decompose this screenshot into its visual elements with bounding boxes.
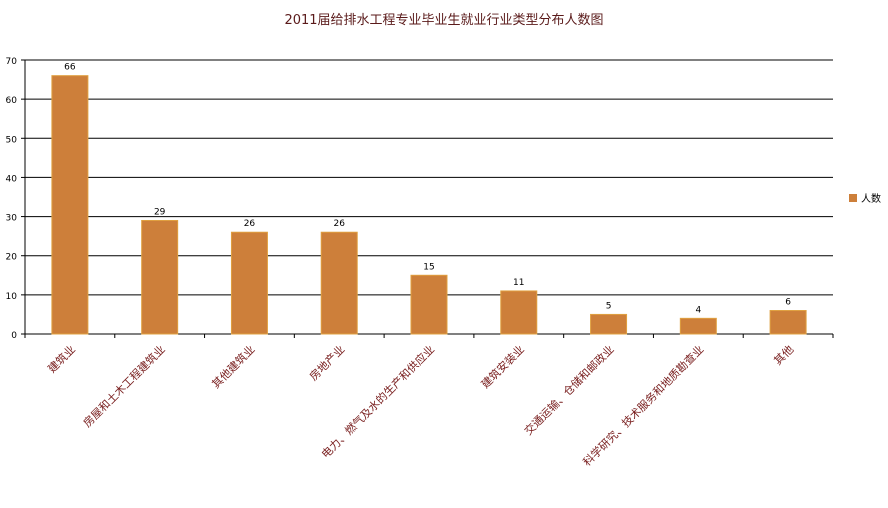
- category-label: 其他: [771, 343, 796, 368]
- data-label: 11: [513, 278, 524, 288]
- bar: [410, 274, 448, 335]
- bar: [320, 231, 358, 335]
- data-label: 6: [785, 298, 791, 308]
- y-tick-label: 40: [6, 174, 18, 184]
- data-label: 26: [333, 219, 345, 229]
- y-tick-label: 60: [6, 96, 18, 106]
- legend-label: 人数: [861, 192, 881, 205]
- data-labels: 66 29 26 26 15 11 5 4 6: [64, 63, 791, 316]
- bar: [500, 290, 538, 335]
- chart-title: 2011届给排水工程专业毕业生就业行业类型分布人数图: [284, 13, 603, 28]
- bar: [590, 313, 628, 335]
- y-tick-label: 30: [6, 214, 18, 224]
- bar: [769, 310, 807, 335]
- bars: [51, 75, 807, 335]
- bar: [51, 75, 89, 335]
- category-label: 房地产业: [306, 342, 347, 383]
- bar: [679, 317, 717, 335]
- data-label: 66: [64, 63, 76, 73]
- bar: [230, 231, 268, 335]
- data-label: 4: [695, 305, 701, 315]
- category-label: 其他建筑业: [209, 342, 258, 391]
- data-label: 26: [244, 219, 256, 229]
- data-label: 15: [423, 262, 434, 272]
- bar: [141, 219, 179, 335]
- y-tick-label: 0: [11, 331, 17, 341]
- y-tick-label: 10: [6, 292, 18, 302]
- legend-swatch: [849, 194, 857, 202]
- y-tick-label: 50: [6, 135, 18, 145]
- y-tick-label: 20: [6, 253, 18, 263]
- legend: 人数: [849, 192, 881, 205]
- category-label: 建筑业: [45, 342, 78, 375]
- y-tick-label: 70: [6, 57, 18, 67]
- data-label: 5: [606, 301, 612, 311]
- category-label: 建筑安装业: [478, 342, 527, 391]
- category-label: 房屋和土木工程建筑业: [80, 342, 168, 430]
- data-label: 29: [154, 207, 166, 217]
- category-label: 交通运输、仓储和邮政业: [521, 342, 616, 437]
